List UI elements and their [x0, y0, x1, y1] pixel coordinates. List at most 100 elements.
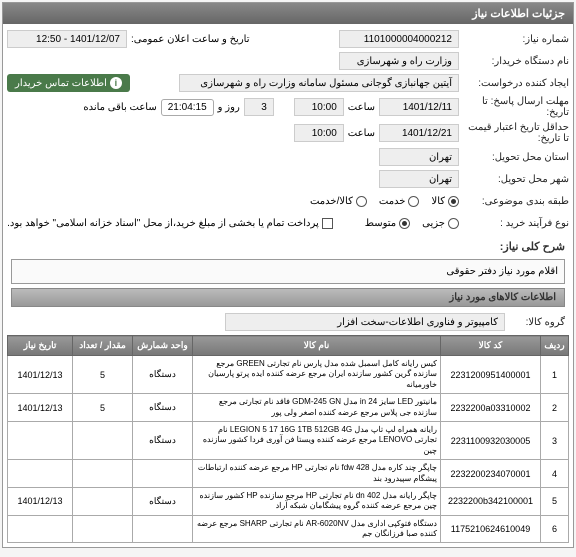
cell-unit — [133, 515, 193, 543]
cell-name: کیس رایانه کامل اسمبل شده مدل پارس نام ت… — [193, 356, 441, 394]
cell-name: رایانه همراه لپ تاپ مدل LEGION 5 17 16G … — [193, 421, 441, 459]
hour-label-2: ساعت — [344, 128, 379, 139]
credit-hour: 10:00 — [294, 124, 344, 142]
cell-unit: دستگاه — [133, 421, 193, 459]
buy-type-label: نوع فرآیند خرید : — [459, 218, 569, 229]
cell-date — [8, 515, 73, 543]
checkbox-note[interactable]: پرداخت تمام یا بخشی از مبلغ خرید،از محل … — [7, 218, 333, 229]
items-header: اطلاعات کالاهای مورد نیاز — [11, 288, 565, 307]
requester-value: آیتین جهانبازی گوجانی مسئول سامانه وزارت… — [179, 74, 459, 92]
row-buyer: نام دستگاه خریدار: وزارت راه و شهرسازی — [7, 50, 569, 72]
row-need-number: شماره نیاز: 1101000004000212 تاریخ و ساع… — [7, 28, 569, 50]
cell-code: 2232200b342100001 — [441, 487, 541, 515]
row-city: شهر محل تحویل: تهران — [7, 168, 569, 190]
desc-title: شرح کلی نیاز: — [7, 234, 569, 255]
cell-date: 1401/12/13 — [8, 487, 73, 515]
cell-name: چاپگر رایانه مدل 402 dn نام تجارتی HP مر… — [193, 487, 441, 515]
desc-box: اقلام مورد نیاز دفتر حقوقی — [11, 259, 565, 284]
group-label: گروه کالا: — [505, 317, 565, 328]
cell-date — [8, 421, 73, 459]
items-table: ردیف کد کالا نام کالا واحد شمارش مقدار /… — [7, 335, 569, 543]
row-buy-type: نوع فرآیند خرید : جزیی متوسط پرداخت تمام… — [7, 212, 569, 234]
cell-qty: 5 — [73, 394, 133, 422]
main-panel: جزئیات اطلاعات نیاز شماره نیاز: 11010000… — [2, 2, 574, 548]
radio-medium[interactable]: متوسط — [365, 218, 410, 229]
table-row[interactable]: 52232200b342100001چاپگر رایانه مدل 402 d… — [8, 487, 569, 515]
credit-date: 1401/12/21 — [379, 124, 459, 142]
th-unit: واحد شمارش — [133, 336, 193, 356]
row-requester: ایجاد کننده درخواست: آیتین جهانبازی گوجا… — [7, 72, 569, 94]
cell-code: 2231200951400001 — [441, 356, 541, 394]
announce-label: تاریخ و ساعت اعلان عمومی: — [127, 34, 254, 45]
th-code: کد کالا — [441, 336, 541, 356]
deadline-label: مهلت ارسال پاسخ: تا تاریخ: — [459, 96, 569, 118]
deadline-date: 1401/12/11 — [379, 98, 459, 116]
th-date: تاریخ نیاز — [8, 336, 73, 356]
table-row[interactable]: 32231100932030005رایانه همراه لپ تاپ مدل… — [8, 421, 569, 459]
contact-button[interactable]: i اطلاعات تماس خریدار — [7, 74, 130, 92]
panel-title: جزئیات اطلاعات نیاز — [3, 3, 573, 24]
buy-type-radios: جزیی متوسط پرداخت تمام یا بخشی از مبلغ خ… — [7, 218, 459, 229]
table-row[interactable]: 61175210624610049دستگاه فتوکپی اداری مدل… — [8, 515, 569, 543]
city-value: تهران — [379, 170, 459, 188]
row-credit: حداقل تاریخ اعتبار قیمت تا تاریخ: 1401/1… — [7, 120, 569, 146]
radio-icon — [399, 218, 410, 229]
radio-icon — [408, 196, 419, 207]
cell-row: 2 — [541, 394, 569, 422]
cell-date: 1401/12/13 — [8, 394, 73, 422]
requester-label: ایجاد کننده درخواست: — [459, 78, 569, 89]
need-number-label: شماره نیاز: — [459, 34, 569, 45]
row-category: طبقه بندی موضوعی: کالا خدمت کالا/خدمت — [7, 190, 569, 212]
cell-row: 5 — [541, 487, 569, 515]
cell-unit: دستگاه — [133, 487, 193, 515]
radio-goods[interactable]: کالا — [431, 196, 459, 207]
table-row[interactable]: 12231200951400001کیس رایانه کامل اسمبل ش… — [8, 356, 569, 394]
row-province: استان محل تحویل: تهران — [7, 146, 569, 168]
info-icon: i — [110, 77, 122, 89]
radio-icon — [448, 218, 459, 229]
table-row[interactable]: 22232200a03310002مانیتور LED سایز 24 in … — [8, 394, 569, 422]
province-label: استان محل تحویل: — [459, 152, 569, 163]
cell-unit: دستگاه — [133, 394, 193, 422]
cell-name: مانیتور LED سایز 24 in مدل GDM-245 GN فا… — [193, 394, 441, 422]
province-value: تهران — [379, 148, 459, 166]
cell-row: 1 — [541, 356, 569, 394]
cell-date — [8, 460, 73, 488]
category-label: طبقه بندی موضوعی: — [459, 196, 569, 207]
th-qty: مقدار / تعداد — [73, 336, 133, 356]
remain-label: ساعت باقی مانده — [79, 102, 160, 113]
cell-qty — [73, 460, 133, 488]
table-row[interactable]: 42232200234070001چاپگر چند کاره مدل fdw … — [8, 460, 569, 488]
radio-small[interactable]: جزیی — [422, 218, 459, 229]
radio-icon — [356, 196, 367, 207]
cell-row: 6 — [541, 515, 569, 543]
city-label: شهر محل تحویل: — [459, 174, 569, 185]
announce-value: 1401/12/07 - 12:50 — [7, 30, 127, 48]
buyer-label: نام دستگاه خریدار: — [459, 56, 569, 67]
cell-qty — [73, 515, 133, 543]
contact-button-label: اطلاعات تماس خریدار — [15, 78, 107, 89]
radio-both[interactable]: کالا/خدمت — [310, 196, 367, 207]
credit-label: حداقل تاریخ اعتبار قیمت تا تاریخ: — [459, 122, 569, 144]
cell-code: 2232200234070001 — [441, 460, 541, 488]
cell-date: 1401/12/13 — [8, 356, 73, 394]
th-row: ردیف — [541, 336, 569, 356]
day-label: روز و — [214, 102, 244, 113]
checkbox-icon — [322, 218, 333, 229]
hour-label-1: ساعت — [344, 102, 379, 113]
need-number-value: 1101000004000212 — [339, 30, 459, 48]
cell-name: چاپگر چند کاره مدل fdw 428 نام تجارتی HP… — [193, 460, 441, 488]
cell-code: 2231100932030005 — [441, 421, 541, 459]
cell-name: دستگاه فتوکپی اداری مدل AR-6020NV نام تج… — [193, 515, 441, 543]
category-radios: کالا خدمت کالا/خدمت — [310, 196, 459, 207]
cell-qty: 5 — [73, 356, 133, 394]
deadline-hour: 10:00 — [294, 98, 344, 116]
th-name: نام کالا — [193, 336, 441, 356]
cell-qty — [73, 487, 133, 515]
cell-code: 1175210624610049 — [441, 515, 541, 543]
cell-unit — [133, 460, 193, 488]
radio-service[interactable]: خدمت — [379, 196, 420, 207]
group-row: گروه کالا: کامپیوتر و فناوری اطلاعات-سخت… — [7, 309, 569, 335]
cell-qty — [73, 421, 133, 459]
buyer-value: وزارت راه و شهرسازی — [339, 52, 459, 70]
